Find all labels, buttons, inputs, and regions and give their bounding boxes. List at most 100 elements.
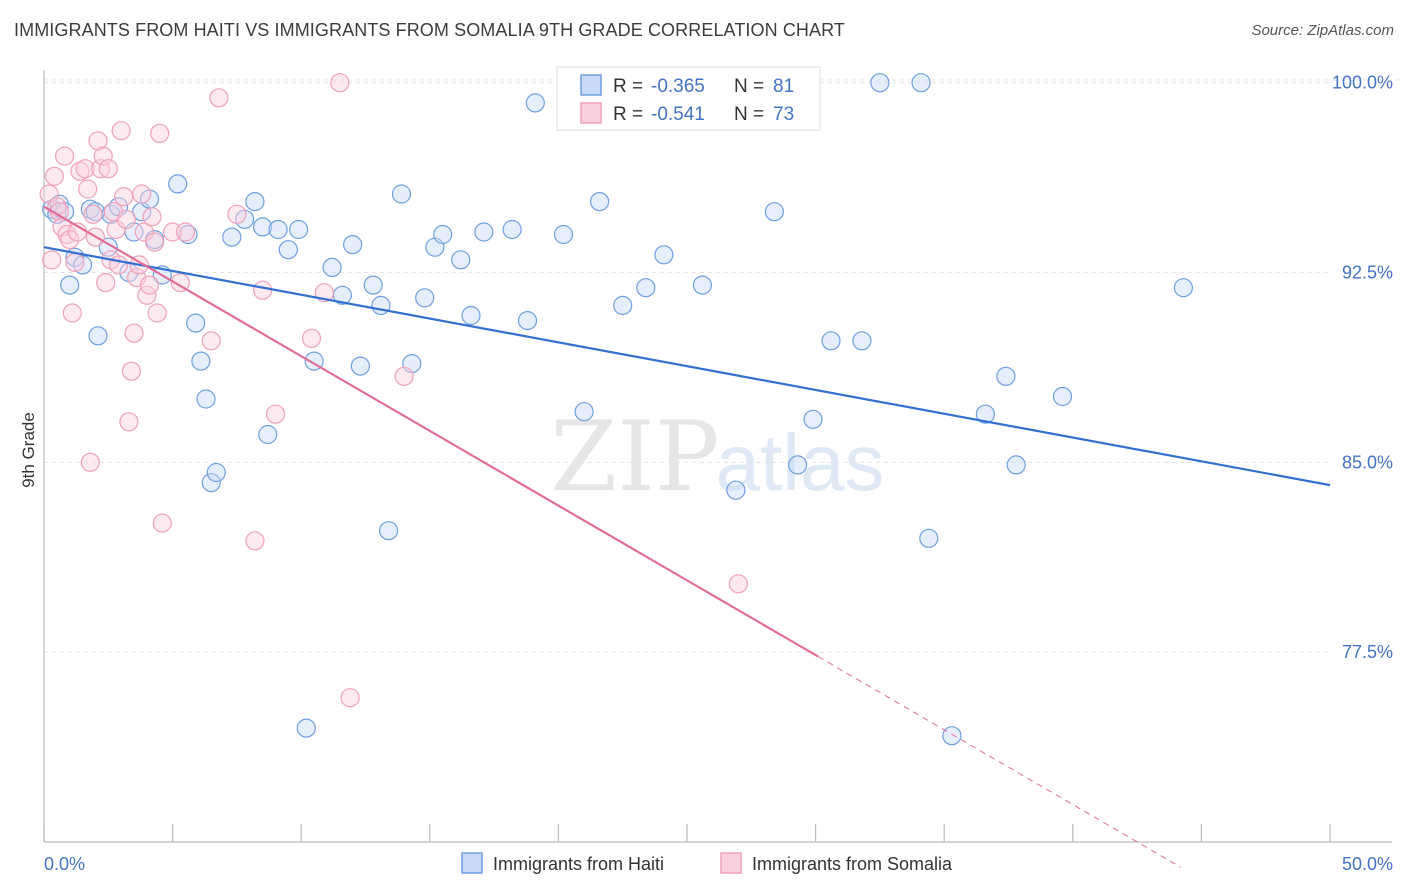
- haiti-point: [996, 366, 1016, 386]
- somalia-point: [62, 303, 82, 323]
- haiti-point: [636, 278, 656, 298]
- series-legend-swatch-somalia: [720, 852, 742, 874]
- series-legend-label-somalia: Immigrants from Somalia: [752, 854, 953, 874]
- tick-labels: 77.5% 85.0% 92.5% 100.0% 0.0% 50.0%: [44, 73, 1393, 874]
- legend-swatch-somalia: [580, 102, 602, 124]
- haiti-point: [553, 224, 574, 245]
- haiti-trend-line: [43, 246, 1331, 487]
- haiti-point: [289, 219, 309, 240]
- haiti-point: [350, 356, 370, 376]
- legend-haiti-r-label: R =: [613, 76, 643, 97]
- haiti-point: [726, 480, 746, 500]
- haiti-point: [253, 217, 273, 237]
- haiti-point: [278, 240, 298, 260]
- haiti-point: [1052, 386, 1073, 407]
- haiti-point: [60, 275, 80, 295]
- somalia-point: [106, 219, 126, 240]
- somalia-point: [49, 202, 70, 222]
- haiti-point: [343, 235, 363, 255]
- haiti-point: [525, 93, 545, 113]
- somalia-point: [147, 303, 167, 323]
- haiti-point: [72, 255, 93, 275]
- haiti-point: [296, 718, 316, 738]
- series-legend-swatch-haiti: [461, 852, 483, 874]
- somalia-point: [728, 574, 749, 594]
- x-tick-label-max: 50.0%: [1342, 854, 1393, 874]
- chart-source: Source: ZipAtlas.com: [1251, 22, 1394, 39]
- somalia-point: [96, 273, 116, 293]
- haiti-point: [258, 424, 278, 445]
- somalia-point: [201, 331, 221, 351]
- haiti-point: [196, 389, 216, 409]
- y-tick-label: 77.5%: [1342, 642, 1393, 662]
- legend-haiti-r-value: -0.365: [651, 76, 705, 97]
- somalia-point: [60, 230, 80, 250]
- haiti-point: [451, 250, 471, 270]
- legend-somalia-r-label: R =: [613, 104, 643, 125]
- somalia-point: [119, 412, 139, 432]
- somalia-point: [142, 207, 162, 227]
- somalia-point: [88, 131, 108, 151]
- somalia-trend-extension: [817, 656, 1182, 868]
- y-tick-label: 92.5%: [1342, 262, 1393, 282]
- somalia-point: [150, 123, 170, 143]
- y-tick-label: 100.0%: [1332, 73, 1393, 93]
- series-legend-label-haiti: Immigrants from Haiti: [493, 854, 664, 874]
- y-tick-label: 85.0%: [1342, 452, 1393, 472]
- haiti-point: [975, 404, 996, 424]
- somalia-point: [209, 88, 229, 108]
- somalia-point: [75, 159, 95, 179]
- haiti-point: [322, 257, 342, 277]
- somalia-point: [44, 166, 64, 186]
- somalia-point: [394, 366, 414, 386]
- haiti-point: [870, 73, 890, 93]
- haiti-point: [517, 311, 538, 331]
- somalia-point: [134, 222, 154, 242]
- haiti-point: [461, 305, 481, 326]
- somalia-point: [83, 204, 103, 224]
- somalia-point: [227, 204, 247, 224]
- haiti-point: [433, 224, 453, 245]
- haiti-point: [1006, 455, 1026, 475]
- somalia-point: [301, 328, 322, 348]
- somalia-point: [70, 161, 90, 181]
- haiti-point: [206, 462, 226, 483]
- gridlines: [44, 79, 1400, 653]
- haiti-point: [942, 726, 962, 746]
- somalia-point: [111, 121, 131, 141]
- somalia-point: [170, 273, 190, 293]
- legend-haiti-n-label: N =: [734, 76, 764, 97]
- haiti-point: [911, 73, 931, 93]
- haiti-point: [363, 275, 383, 295]
- haiti-point: [186, 313, 206, 333]
- somalia-point: [78, 179, 98, 199]
- somalia-point: [152, 513, 172, 533]
- haiti-point: [787, 455, 808, 475]
- haiti-point: [222, 227, 242, 247]
- haiti-point: [88, 326, 108, 346]
- haiti-point: [803, 409, 823, 429]
- haiti-point: [391, 184, 412, 204]
- haiti-point: [168, 174, 188, 194]
- haiti-point: [613, 295, 633, 315]
- legend-swatch-haiti: [580, 74, 602, 96]
- somalia-point: [245, 531, 265, 551]
- haiti-point: [589, 192, 610, 212]
- haiti-point: [201, 473, 221, 493]
- haiti-point: [178, 224, 198, 245]
- haiti-point: [80, 199, 100, 219]
- somalia-point: [65, 252, 85, 272]
- somalia-point: [139, 275, 160, 295]
- somalia-point: [121, 361, 141, 381]
- haiti-point: [379, 521, 399, 541]
- somalia-point: [253, 280, 273, 300]
- somalia-point: [114, 187, 134, 207]
- somalia-point: [124, 323, 144, 343]
- watermark-zip: ZIP: [550, 401, 719, 513]
- haiti-point: [268, 219, 288, 240]
- somalia-point: [93, 146, 113, 166]
- somalia-trend-line: [43, 205, 819, 658]
- haiti-point: [919, 528, 939, 548]
- haiti-point: [852, 331, 872, 351]
